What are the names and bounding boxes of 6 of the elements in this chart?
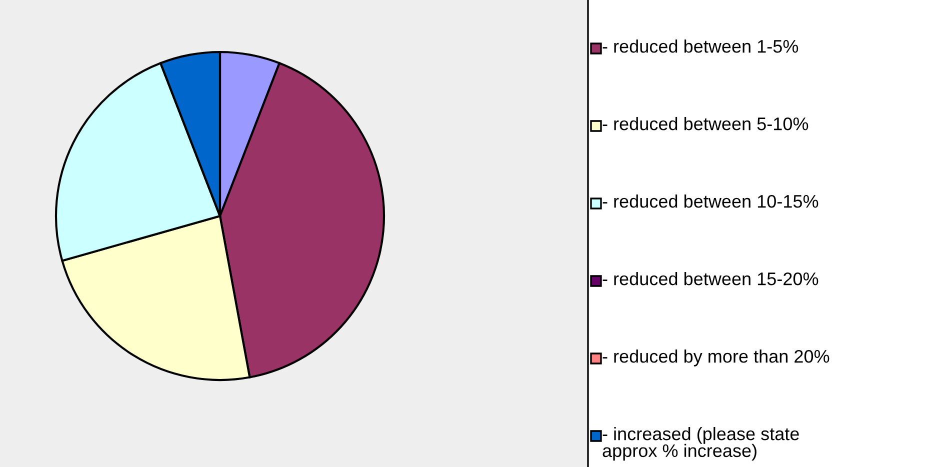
- legend-label: - reduced between 1-5%: [602, 40, 798, 53]
- legend-label: - reduced between 10-15%: [602, 194, 818, 208]
- legend-label: - increased (please state approx % increase): [602, 427, 799, 461]
- legend-label: - reduced between 5-10%: [602, 117, 808, 130]
- legend-label: - reduced by more than 20%: [602, 350, 830, 366]
- legend-label: - reduced between 15-20%: [602, 272, 818, 286]
